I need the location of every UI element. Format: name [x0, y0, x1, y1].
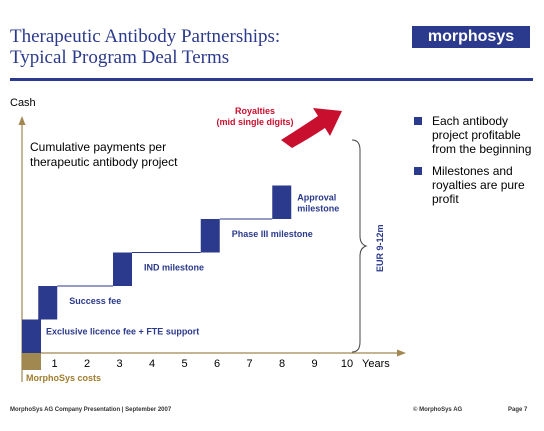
eur-range-label: EUR 9-12m	[375, 224, 385, 272]
slide-title: Therapeutic Antibody Partnerships: Typic…	[10, 26, 370, 68]
royalties-label-line-2: (mid single digits)	[216, 117, 293, 127]
subtitle-line-1: Cumulative payments per	[30, 140, 166, 154]
milestone-steps: Exclusive licence fee + FTE support Succe…	[22, 185, 339, 353]
x-tick-label: 8	[279, 358, 285, 370]
step-bar	[22, 319, 41, 353]
step-bar	[272, 185, 292, 219]
morphosys-logo: morphosys	[412, 26, 530, 48]
step-label: Phase III milestone	[232, 229, 313, 239]
step-label: IND milestone	[144, 263, 204, 273]
y-axis-label: Cash	[10, 97, 36, 109]
bullet-item: Each antibody project profitable from th…	[412, 114, 540, 156]
x-tick-label: 3	[116, 358, 122, 370]
step-label: Approval milestone	[297, 193, 339, 214]
step-bar	[200, 219, 220, 253]
morphosys-costs-bar	[22, 353, 41, 370]
footer-center: © MorphoSys AG	[413, 407, 463, 413]
bullet-text: Milestones and royalties are pure profit	[432, 164, 525, 206]
subtitle-line-2: therapeutic antibody project	[30, 155, 178, 169]
x-tick-label: 1	[51, 358, 57, 370]
title-line-2: Typical Program Deal Terms	[10, 47, 230, 68]
bullet-text: Each antibody project profitable from th…	[432, 114, 532, 156]
bullet-item: Milestones and royalties are pure profit	[412, 164, 540, 206]
title-line-1: Therapeutic Antibody Partnerships:	[10, 26, 281, 47]
step-label: Success fee	[69, 296, 121, 306]
x-tick-label: 5	[181, 358, 187, 370]
bullet-square-icon	[414, 117, 422, 125]
x-tick-label: 4	[149, 358, 155, 370]
royalties-label-line-1: Royalties	[235, 106, 275, 116]
eur-range-brace	[351, 139, 368, 353]
x-axis-arrow	[397, 349, 406, 357]
x-tick-label: 7	[246, 358, 252, 370]
footer-left: MorphoSys AG Company Presentation | Sept…	[10, 407, 172, 413]
y-axis-arrow	[18, 116, 26, 125]
royalties-arrow	[281, 108, 342, 148]
x-tick-labels: 1 2 3 4 5 6 7 8 9 10	[51, 358, 353, 370]
footer-right: Page 7	[508, 407, 528, 413]
x-tick-label: 9	[311, 358, 317, 370]
x-tick-label: 10	[341, 358, 353, 370]
x-tick-label: 6	[214, 358, 220, 370]
step-bar	[113, 252, 132, 286]
bullet-square-icon	[414, 167, 422, 175]
x-axis-label: Years	[362, 358, 390, 370]
title-divider	[10, 78, 533, 81]
step-label: Exclusive licence fee + FTE support	[46, 327, 199, 337]
benefit-bullets: Each antibody project profitable from th…	[412, 114, 540, 214]
x-tick-label: 2	[84, 358, 90, 370]
morphosys-costs-label: MorphoSys costs	[26, 373, 101, 383]
step-bar	[38, 286, 58, 320]
